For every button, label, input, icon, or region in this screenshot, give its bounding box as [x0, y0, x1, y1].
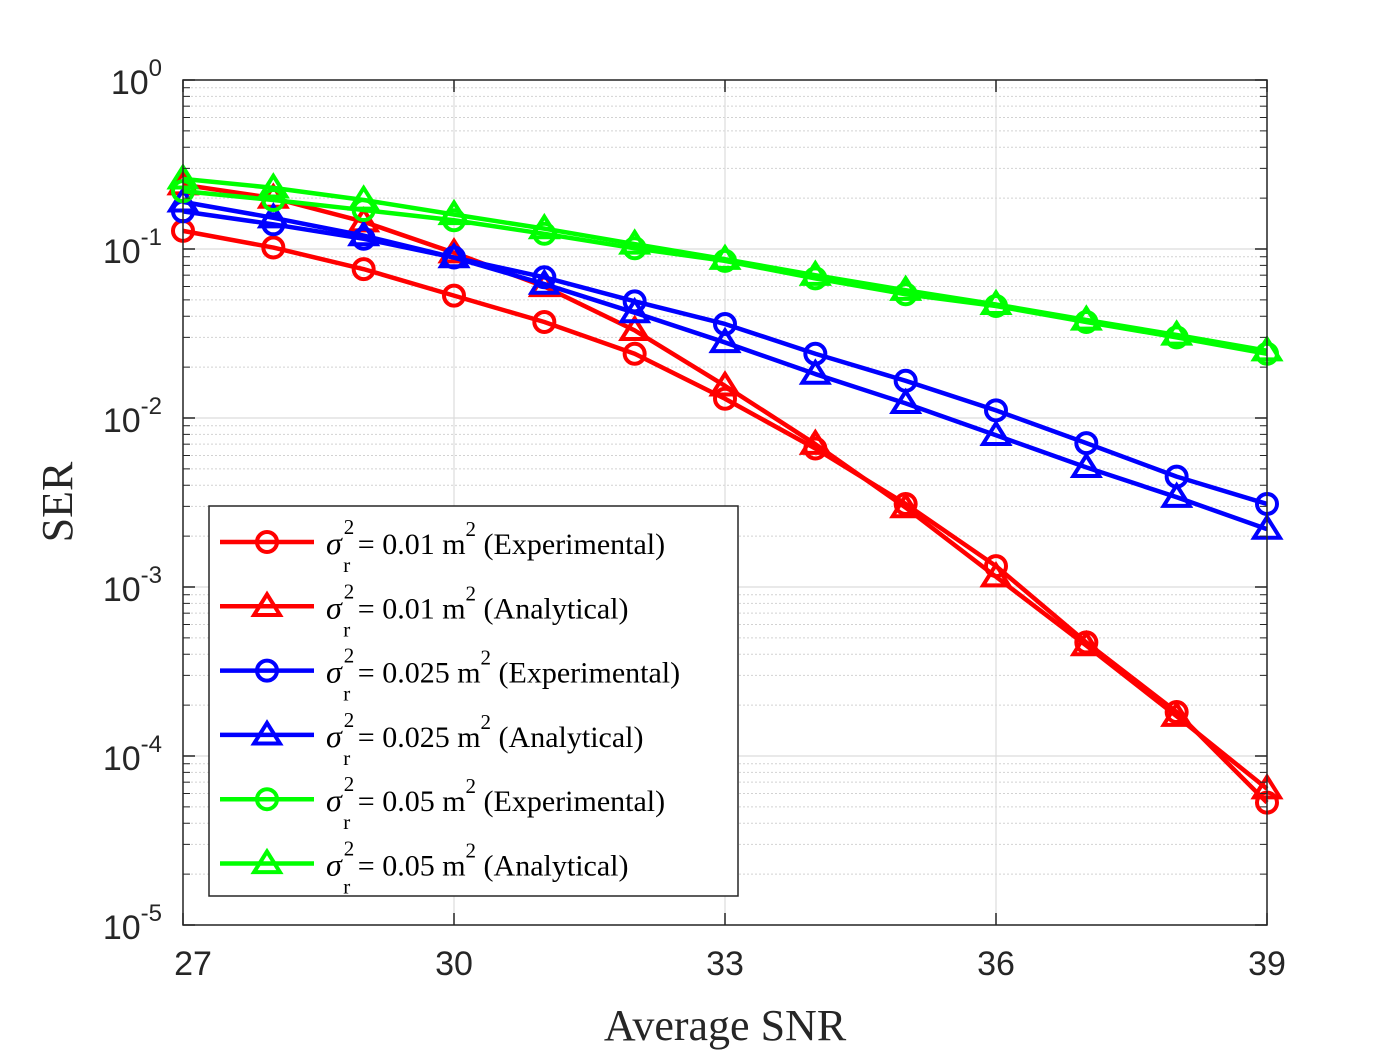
x-tick-label: 33 [706, 945, 744, 983]
legend-marker [255, 530, 279, 554]
legend-label: σ2 r = 0.01 m2 (Analytical) [326, 579, 628, 641]
legend-marker [255, 787, 279, 812]
legend-label: σ2 r = 0.01 m2 (Experimental) [326, 515, 665, 577]
data-point [527, 212, 561, 240]
data-point [708, 370, 742, 397]
legend-entry: σ2 r = 0.025 m2 (Analytical) [220, 708, 643, 770]
legend-entry: σ2 r = 0.01 m2 (Analytical) [220, 579, 628, 641]
legend: σ2 r = 0.01 m2 (Experimental)σ2 r = 0.01 m… [208, 505, 739, 899]
data-point [979, 560, 1013, 588]
y-tick-label: 100 [111, 55, 162, 102]
legend-marker [250, 847, 284, 875]
data-point [351, 257, 376, 282]
series-5 [166, 163, 1284, 362]
data-point [347, 219, 381, 247]
legend-entry: σ2 r = 0.01 m2 (Experimental) [220, 515, 665, 577]
x-tick-label: 27 [174, 945, 212, 983]
x-axis-title: Average SNR [604, 1001, 847, 1050]
data-point [261, 235, 286, 260]
data-point [256, 202, 290, 229]
legend-label: σ2 r = 0.05 m2 (Experimental) [326, 772, 665, 834]
y-tick-label: 10-4 [103, 731, 162, 778]
data-point [798, 428, 832, 455]
y-tick-label: 10-5 [103, 900, 162, 947]
data-point [618, 314, 652, 342]
data-point [979, 288, 1013, 316]
legend-entry: σ2 r = 0.05 m2 (Experimental) [220, 772, 665, 834]
legend-entry: σ2 r = 0.025 m2 (Experimental) [220, 644, 680, 706]
data-point [889, 274, 923, 301]
data-point [1160, 319, 1194, 346]
data-point [889, 491, 923, 519]
data-point [618, 296, 652, 324]
data-point [442, 283, 466, 308]
data-point [798, 358, 832, 385]
legend-box [208, 505, 739, 897]
y-tick-label: 10-3 [103, 562, 162, 609]
y-tick-label: 10-2 [103, 393, 162, 440]
legend-label: σ2 r = 0.025 m2 (Experimental) [326, 644, 680, 706]
legend-marker [250, 590, 284, 617]
data-point [256, 172, 290, 199]
series-line [182, 176, 1268, 353]
data-point [532, 309, 557, 334]
x-tick-label: 30 [435, 945, 473, 983]
data-point [979, 419, 1013, 446]
data-point [1069, 304, 1103, 331]
legend-marker [255, 658, 279, 683]
y-axis-title: SER [33, 461, 82, 542]
x-tick-label: 39 [1248, 945, 1286, 983]
data-series [166, 163, 1284, 815]
series-line [182, 209, 1268, 507]
data-point [1160, 481, 1194, 508]
data-point [437, 241, 471, 269]
data-point [437, 198, 471, 226]
data-point [713, 386, 737, 411]
y-tick-label: 10-1 [103, 224, 162, 271]
data-point [1069, 629, 1103, 657]
legend-entry: σ2 r = 0.05 m2 (Analytical) [220, 837, 628, 899]
series-line [182, 199, 1268, 532]
data-point [527, 268, 561, 295]
data-point [1160, 700, 1194, 727]
data-point [618, 228, 652, 255]
series-line [182, 228, 1269, 805]
axis-labels: 100 10-1 10-2 10-3 10-4 10-5 27 30 33 36 39 Average… [33, 55, 1286, 1050]
legend-marker [250, 719, 284, 746]
data-point [532, 265, 557, 290]
legend-label: σ2 r = 0.025 m2 (Analytical) [326, 708, 643, 770]
x-tick-label: 36 [977, 945, 1015, 983]
data-point [347, 184, 381, 211]
legend-label: σ2 r = 0.05 m2 (Analytical) [326, 837, 628, 899]
axis-ticks [182, 79, 1268, 926]
data-point [889, 387, 923, 415]
data-point [708, 243, 742, 270]
data-point [1069, 451, 1103, 479]
data-point [798, 259, 832, 286]
series-3 [166, 186, 1284, 540]
data-point [708, 326, 742, 354]
data-point [622, 341, 647, 366]
